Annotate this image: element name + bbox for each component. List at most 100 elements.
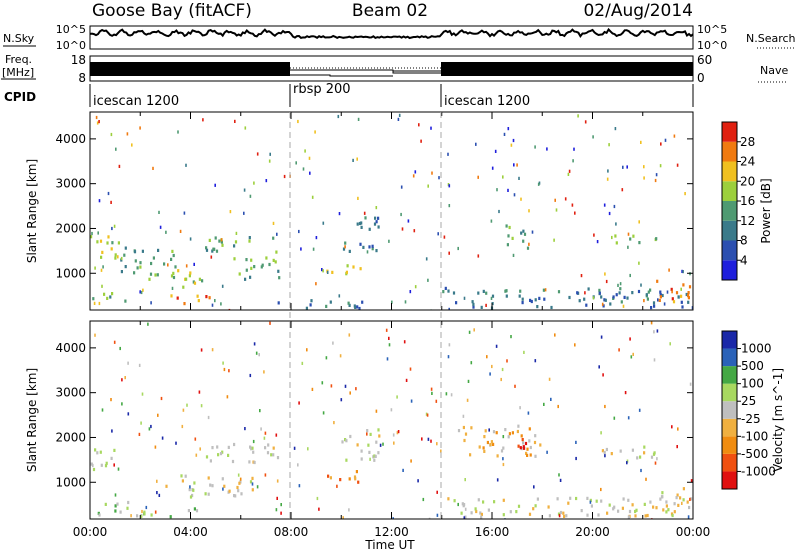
echo-cell [253,265,256,269]
echo-cell [400,212,402,217]
echo-cell [309,303,312,307]
echo-cell [193,481,196,485]
echo-cell [207,415,210,420]
echo-cell [492,442,495,446]
echo-cell [573,147,575,151]
echo-cell [615,293,618,297]
echo-cell [519,446,522,450]
echo-cell [665,504,668,508]
echo-cell [368,450,371,454]
echo-cell [245,268,248,272]
colorbar-swatch [722,122,737,142]
echo-cell [315,236,318,240]
colorbar-tick-label: 28 [740,135,755,149]
echo-cell [140,290,143,295]
colorbar-tick-label: -100 [741,429,768,443]
x-tick-label: 00:00 [73,525,108,539]
echo-cell [507,127,510,131]
echo-cell [183,211,186,215]
echo-cell [687,515,690,519]
velocity-echo-cells [90,321,693,519]
echo-cell [471,300,474,304]
echo-cell [212,247,215,251]
echo-cell [500,449,504,453]
echo-cell [378,434,381,438]
echo-cell [160,396,163,401]
echo-cell [466,398,469,402]
echo-cell [359,242,362,246]
echo-cell [525,451,528,455]
echo-cell [175,441,177,445]
echo-cell [220,302,222,306]
echo-cell [251,488,254,492]
echo-cell [457,429,461,433]
echo-cell [453,499,456,503]
echo-cell [593,233,595,237]
y-tick-label: 3000 [55,386,86,400]
echo-cell [503,132,506,136]
echo-cell [656,329,659,333]
echo-cell [308,156,311,160]
echo-cell [170,294,173,298]
echo-cell [141,509,143,514]
echo-cell [98,301,101,306]
echo-cell [518,294,521,298]
echo-cell [585,303,588,307]
echo-cell [638,408,641,412]
echo-cell [500,377,502,382]
echo-cell [647,290,650,294]
echo-cell [602,304,605,308]
echo-cell [520,197,522,201]
echo-cell [608,211,611,216]
echo-cell [169,515,172,519]
echo-cell [621,506,624,510]
echo-cell [92,467,96,472]
echo-cell [111,292,114,296]
echo-cell [675,496,678,500]
cpid-label: CPID [4,90,36,104]
echo-cell [371,247,374,251]
echo-cell [363,211,366,215]
echo-cell [360,449,363,453]
echo-cell [546,147,548,151]
echo-cell [427,437,430,441]
echo-cell [538,296,541,300]
echo-cell [229,210,232,214]
echo-cell [349,391,351,395]
colorbar-swatch [722,260,737,280]
echo-cell [366,250,369,254]
echo-cell [516,163,518,167]
echo-cell [605,447,608,452]
echo-cell [438,176,440,180]
freq-band-1 [90,62,290,76]
echo-cell [662,508,665,512]
echo-cell [210,255,213,259]
echo-cell [195,453,198,457]
echo-cell [221,477,224,481]
echo-cell [445,392,448,396]
echo-cell [517,444,520,448]
echo-cell [220,240,223,244]
echo-cell [185,277,188,281]
echo-cell [249,275,252,279]
echo-cell [339,354,342,358]
echo-cell [486,440,489,445]
echo-cell [492,430,496,434]
echo-cell [442,290,445,294]
echo-cell [632,352,634,356]
echo-cell [526,246,530,250]
y-tick-label: 4000 [55,132,86,146]
echo-cell [150,513,153,517]
echo-cell [101,284,103,288]
echo-cell [181,424,184,429]
echo-cell [248,239,251,243]
echo-cell [528,209,530,213]
echo-cell [244,277,247,281]
echo-cell [447,289,450,293]
echo-cell [528,427,531,431]
echo-cell [608,503,611,507]
echo-cell [627,245,629,249]
echo-cell [447,152,449,156]
echo-cell [342,247,346,251]
x-axis-label: Time UT [364,538,415,552]
